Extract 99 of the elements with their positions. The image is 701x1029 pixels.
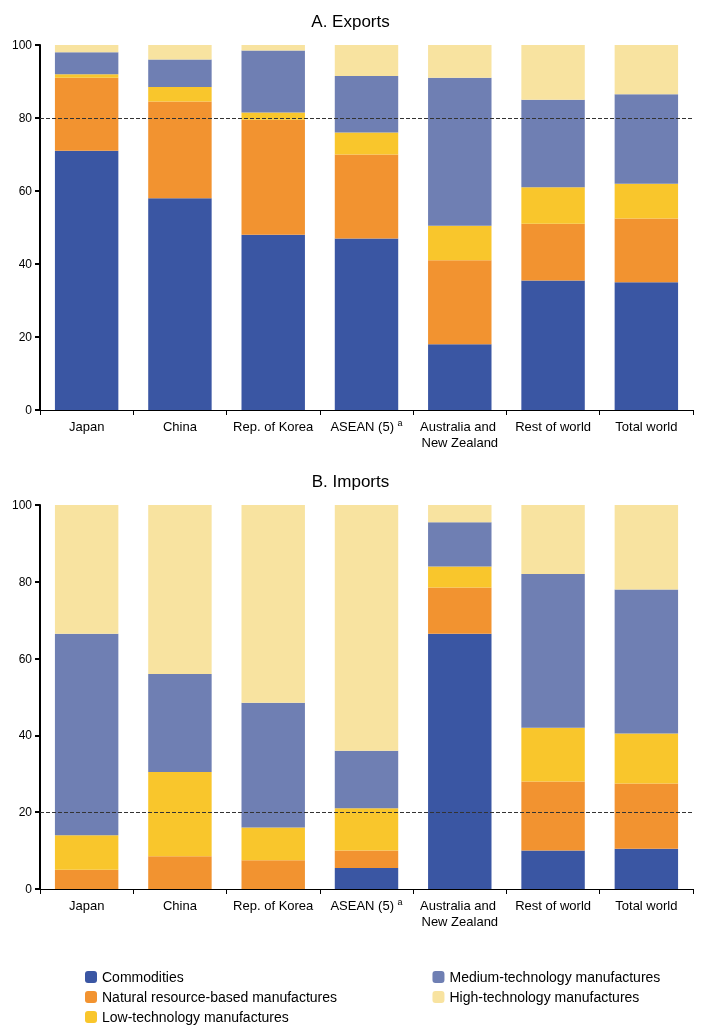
bar xyxy=(241,234,305,410)
bar xyxy=(54,633,119,836)
bar xyxy=(428,225,492,261)
bar xyxy=(334,132,399,155)
bar xyxy=(334,808,399,851)
bar xyxy=(148,198,212,410)
bar xyxy=(614,282,679,410)
bar xyxy=(241,827,305,861)
y-tick-label: 40 xyxy=(18,257,33,271)
bar xyxy=(614,783,679,849)
bar xyxy=(54,505,119,634)
legend-label: Natural resource-based manufactures xyxy=(102,989,427,1005)
bar xyxy=(148,86,212,102)
x-tick-label: Australia and New Zealand xyxy=(420,897,500,929)
bar xyxy=(334,45,399,77)
bar xyxy=(428,344,492,410)
bar xyxy=(334,867,399,889)
y-tick-label: 60 xyxy=(18,184,33,198)
bar xyxy=(614,218,679,283)
x-tick-label: Rep. of Korea xyxy=(233,418,315,434)
bar xyxy=(148,505,212,674)
x-tick-label: ASEAN (5) a xyxy=(330,417,403,434)
x-tick-label: Total world xyxy=(615,897,678,913)
bar xyxy=(148,673,212,772)
legend-label: Low-technology manufactures xyxy=(102,1009,379,1025)
bar xyxy=(334,850,399,868)
y-tick-label: 80 xyxy=(18,574,33,589)
y-tick-label: 100 xyxy=(11,38,33,52)
y-tick-label: 0 xyxy=(25,882,33,896)
bar xyxy=(148,59,212,87)
bar xyxy=(54,150,119,410)
x-tick-label: China xyxy=(162,418,198,434)
bar xyxy=(54,869,119,889)
legend-label: High-technology manufactures xyxy=(449,989,701,1005)
y-tick-label: 60 xyxy=(18,651,33,666)
bar xyxy=(428,566,492,588)
bar xyxy=(521,280,585,410)
x-tick-label: Japan xyxy=(68,418,105,434)
bar xyxy=(614,505,679,590)
bar xyxy=(148,856,212,889)
bar xyxy=(428,505,492,523)
bar xyxy=(428,77,492,226)
bar xyxy=(54,835,119,870)
bar xyxy=(614,733,679,784)
x-tick-label: Total world xyxy=(615,418,678,434)
x-tick-label: China xyxy=(162,897,198,913)
bar xyxy=(334,505,399,751)
x-tick-label: Rest of world xyxy=(515,897,592,913)
bar xyxy=(241,860,305,889)
bar xyxy=(334,750,399,809)
y-tick-label: 40 xyxy=(18,728,33,743)
bar xyxy=(334,76,399,133)
bar xyxy=(148,771,212,857)
bar xyxy=(614,183,679,219)
bar xyxy=(614,94,679,184)
bar xyxy=(334,238,399,410)
legend-label: Medium-technology manufactures xyxy=(449,969,701,985)
x-tick-label: Rest of world xyxy=(515,418,592,434)
bar xyxy=(614,45,679,95)
bar xyxy=(428,587,492,634)
x-tick-label: ASEAN (5) a xyxy=(330,896,403,913)
chart-title: A. Exports xyxy=(311,12,390,31)
bar xyxy=(521,781,585,851)
bar xyxy=(614,589,679,734)
y-tick-label: 100 xyxy=(11,498,33,512)
bar xyxy=(54,45,119,53)
bar xyxy=(521,187,585,224)
bar xyxy=(241,119,305,235)
bar xyxy=(428,522,492,567)
bar xyxy=(54,74,119,78)
bar xyxy=(521,574,585,728)
bar xyxy=(521,505,585,575)
bar xyxy=(54,52,119,75)
bar xyxy=(148,45,212,60)
y-tick-label: 0 xyxy=(25,403,33,417)
legend-label: Commodities xyxy=(102,969,274,985)
bar xyxy=(241,702,305,828)
bar xyxy=(614,848,679,889)
bar xyxy=(241,505,305,703)
bar xyxy=(521,727,585,782)
bar xyxy=(428,633,492,889)
x-tick-label: Rep. of Korea xyxy=(233,897,315,913)
bar xyxy=(241,50,305,113)
bar xyxy=(334,154,399,239)
bar xyxy=(521,45,585,100)
bar xyxy=(521,223,585,281)
bar xyxy=(241,45,305,51)
bar xyxy=(521,99,585,188)
bar xyxy=(54,77,119,151)
y-tick-label: 20 xyxy=(18,805,33,820)
x-tick-label: Japan xyxy=(68,897,105,913)
bar xyxy=(148,101,212,199)
bar xyxy=(428,260,492,345)
bar xyxy=(521,850,585,889)
chart-title: B. Imports xyxy=(311,472,390,491)
y-tick-label: 80 xyxy=(18,111,33,125)
bar xyxy=(428,45,492,78)
x-tick-label: Australia and New Zealand xyxy=(420,418,500,450)
y-tick-label: 20 xyxy=(18,330,33,344)
